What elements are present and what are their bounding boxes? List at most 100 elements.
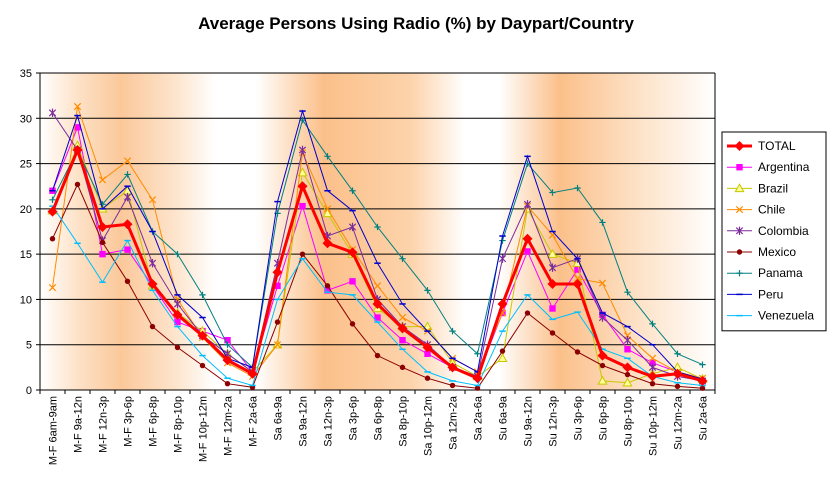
data-point — [574, 349, 581, 355]
data-point — [123, 157, 132, 165]
data-point — [149, 323, 156, 330]
data-point — [349, 321, 356, 327]
data-point — [699, 361, 706, 368]
legend-item: Chile — [727, 203, 786, 217]
data-point — [49, 196, 56, 203]
data-point — [649, 320, 656, 328]
data-point — [99, 250, 106, 258]
data-point — [374, 314, 381, 321]
data-point — [74, 181, 81, 188]
data-point — [174, 318, 181, 326]
y-tick-label: 5 — [26, 340, 32, 352]
data-point — [424, 375, 431, 381]
x-tick-label: Sa 12n-3p — [323, 396, 335, 447]
y-tick-label: 20 — [20, 204, 32, 216]
legend-label: Panama — [758, 266, 803, 280]
y-tick-label: 30 — [20, 113, 32, 125]
x-tick-label: M-F 6am-9am — [48, 396, 60, 465]
x-tick-label: Sa 10p-12m — [423, 396, 435, 456]
data-point — [549, 189, 556, 196]
data-point — [74, 124, 81, 131]
data-point — [124, 246, 131, 253]
data-point — [474, 385, 481, 391]
series-mexico — [49, 181, 706, 391]
data-point — [447, 362, 458, 373]
data-point — [99, 239, 106, 246]
x-tick-label: Su 3p-6p — [573, 396, 585, 441]
data-point — [374, 223, 381, 231]
legend-item: Venezuela — [727, 309, 814, 323]
data-point — [399, 364, 406, 371]
data-point — [324, 153, 331, 160]
legend-label: TOTAL — [758, 139, 796, 153]
data-point — [324, 287, 331, 294]
data-point — [374, 352, 381, 359]
data-point — [424, 350, 431, 357]
legend-label: Colombia — [758, 224, 809, 238]
data-point — [422, 321, 433, 331]
data-point — [399, 255, 406, 262]
data-point — [224, 336, 231, 344]
data-point — [734, 183, 745, 193]
data-point — [147, 279, 158, 290]
data-point — [397, 323, 408, 334]
legend-item: Mexico — [727, 245, 796, 259]
data-point — [736, 249, 743, 255]
data-point — [497, 353, 508, 362]
x-tick-label: Su 2a-6a — [698, 395, 710, 441]
data-point — [523, 200, 532, 209]
data-point — [48, 108, 57, 118]
x-tick-label: Su 9a-12n — [523, 396, 535, 447]
data-point — [597, 350, 608, 361]
data-point — [474, 350, 481, 357]
x-tick-label: Sa 6p-8p — [373, 396, 385, 441]
legend-label: Chile — [758, 203, 786, 217]
y-tick-label: 25 — [20, 159, 32, 171]
legend: TOTAL Argentina Brazil Chile Colombia Mexico P… — [721, 131, 827, 332]
x-tick-label: Su 6p-8p — [598, 396, 610, 441]
x-tick-label: Su 10p-12m — [648, 396, 660, 456]
data-point — [674, 350, 681, 357]
data-point — [399, 336, 406, 344]
data-point — [498, 254, 507, 263]
data-point — [372, 298, 383, 309]
x-tick-label: Su 12n-3p — [548, 396, 560, 447]
data-point — [297, 181, 308, 192]
data-point — [424, 287, 431, 294]
x-tick-label: Su 12m-2a — [673, 395, 685, 450]
x-tick-label: M-F 10p-12m — [198, 396, 210, 462]
legend-label: Argentina — [758, 160, 810, 174]
data-point — [272, 267, 283, 278]
data-point — [499, 348, 506, 354]
data-point — [622, 362, 633, 373]
data-point — [548, 263, 557, 272]
chart-title: Average Persons Using Radio (%) by Daypa… — [198, 14, 634, 33]
data-point — [524, 248, 531, 255]
data-point — [349, 187, 356, 194]
data-point — [222, 355, 233, 366]
x-tick-label: M-F 3p-6p — [123, 396, 135, 447]
data-point — [323, 205, 332, 213]
data-point — [123, 192, 132, 202]
legend-label: Brazil — [758, 181, 788, 195]
data-point — [48, 284, 57, 292]
x-tick-label: M-F 2a-6a — [248, 395, 260, 447]
legend-item: Argentina — [727, 160, 810, 174]
data-point — [649, 380, 656, 387]
data-point — [624, 346, 631, 353]
data-point — [735, 226, 744, 235]
data-point — [598, 313, 607, 322]
data-point — [524, 310, 531, 316]
data-point — [598, 279, 607, 287]
data-point — [72, 144, 83, 155]
data-point — [349, 278, 356, 285]
data-point — [472, 373, 483, 384]
data-point — [422, 342, 433, 353]
legend-item: TOTAL — [727, 139, 796, 153]
x-tick-label: M-F 9a-12n — [73, 396, 85, 453]
data-point — [398, 313, 407, 322]
x-tick-label: M-F 12m-2a — [223, 395, 235, 456]
data-point — [199, 362, 206, 369]
data-point — [274, 319, 281, 325]
data-point — [574, 184, 581, 192]
